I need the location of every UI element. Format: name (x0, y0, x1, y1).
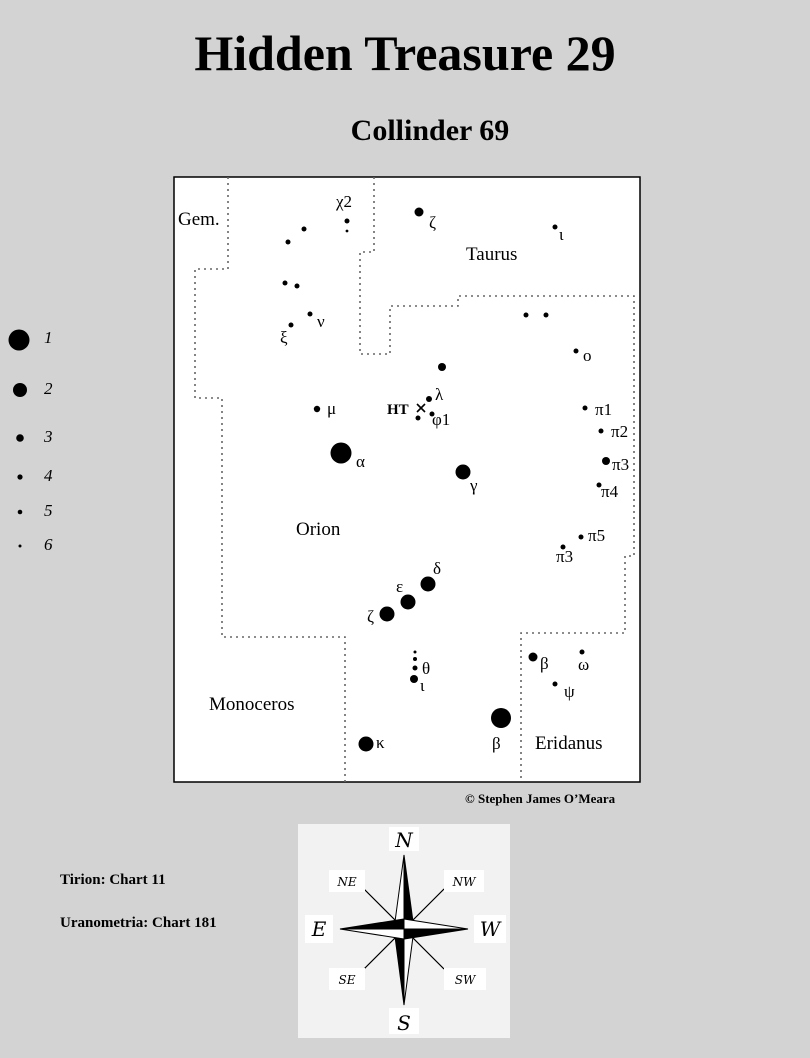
star-label: ν (317, 312, 325, 331)
star-label: ω (578, 655, 589, 674)
legend-label-6: 6 (44, 535, 53, 554)
compass-rose: N S E W NE NW SE SW (298, 824, 510, 1038)
stars (282, 207, 610, 752)
star-label: ι (559, 225, 564, 244)
legend-label-3: 3 (44, 427, 53, 446)
star-label: κ (376, 733, 385, 752)
star-label: ι (420, 676, 425, 695)
legend-label-5: 5 (44, 501, 53, 520)
star-label: ε (396, 577, 403, 596)
compass-southwest-label: SW (455, 973, 477, 987)
star-label: λ (435, 385, 444, 404)
constellation-monoceros: Monoceros (209, 694, 294, 715)
compass-south-label: S (397, 1011, 411, 1035)
page-subtitle: Collinder 69 (350, 114, 510, 147)
star-label: θ (422, 659, 430, 678)
star-label: β (540, 654, 549, 673)
legend-label-4: 4 (44, 466, 53, 485)
star-label: χ2 (335, 192, 352, 211)
copyright-credit: © Stephen James O’Meara (465, 791, 616, 806)
constellation-taurus: Taurus (466, 244, 517, 265)
star-label: ξ (280, 328, 288, 347)
star-label: ζ (429, 213, 436, 232)
star-label: φ1 (432, 410, 450, 429)
page-title: Hidden Treasure 29 (194, 25, 616, 81)
chart-frame (173, 176, 641, 783)
compass-east-label: E (311, 917, 327, 941)
compass-northwest-label: NW (452, 875, 478, 889)
compass-north-label: N (394, 828, 414, 852)
hidden-treasure-marker: HT (387, 402, 409, 418)
star-label: π2 (611, 422, 628, 441)
star-label: π3 (612, 455, 629, 474)
constellation-eridanus: Eridanus (535, 733, 603, 754)
star-label: π5 (588, 526, 605, 545)
compass-southeast-label: SE (339, 973, 356, 987)
star-label: ο (583, 346, 592, 365)
legend-label-2: 2 (44, 379, 53, 398)
star-label: π4 (601, 482, 619, 501)
star-label: π1 (595, 400, 612, 419)
cluster-cross-icon (416, 403, 426, 413)
tirion-reference: Tirion: Chart 11 (60, 872, 166, 888)
star-label: α (356, 452, 365, 471)
constellation-boundaries (194, 177, 635, 782)
compass-northeast-label: NE (336, 875, 357, 889)
star-label: ψ (564, 682, 575, 701)
uranometria-reference: Uranometria: Chart 181 (60, 915, 217, 931)
star-label: β (492, 734, 501, 753)
star-label: π3 (556, 547, 573, 566)
constellation-orion: Orion (296, 519, 341, 540)
magnitude-legend (8, 329, 30, 548)
constellation-gemini: Gem. (178, 209, 220, 230)
star-label: μ (327, 399, 336, 418)
compass-west-label: W (480, 917, 502, 941)
star-label: γ (469, 476, 478, 495)
star-label: δ (433, 559, 441, 578)
star-label: ζ (367, 607, 374, 626)
legend-label-1: 1 (44, 328, 53, 347)
